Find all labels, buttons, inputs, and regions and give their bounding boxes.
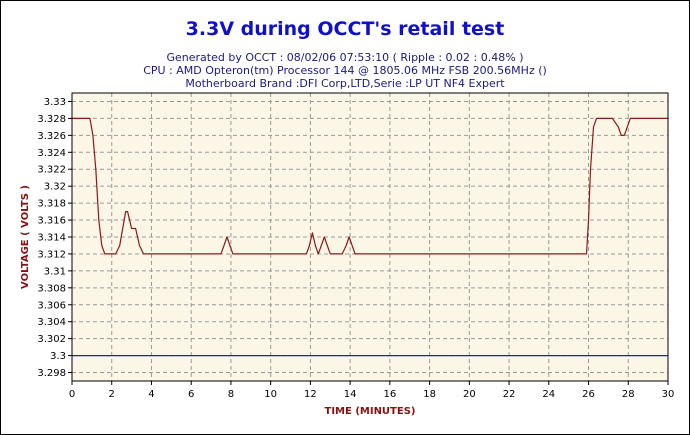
series-group (72, 117, 668, 357)
x-tick-label: 18 (423, 389, 436, 400)
x-tick-label: 6 (188, 389, 194, 400)
subtitle-generated: Generated by OCCT : 08/02/06 07:53:10 ( … (166, 51, 524, 64)
y-tick-label: 3.316 (37, 216, 66, 227)
grid-lines (72, 93, 668, 381)
y-tick-label: 3.308 (37, 283, 66, 294)
y-tick-label: 3.32 (44, 182, 66, 193)
y-tick-label: 3.302 (37, 334, 66, 345)
x-tick-label: 24 (542, 389, 555, 400)
subtitle-motherboard: Motherboard Brand :DFI Corp,LTD,Serie :L… (185, 77, 505, 90)
x-tick-label: 26 (582, 389, 595, 400)
chart-title: 3.3V during OCCT's retail test (185, 18, 505, 40)
x-tick-label: 8 (228, 389, 234, 400)
x-tick-label: 10 (264, 389, 277, 400)
y-tick-label: 3.31 (44, 266, 66, 277)
y-tick-label: 3.314 (37, 233, 66, 244)
y-axis-label: VOLTAGE ( VOLTS ) (20, 185, 31, 289)
x-axis-label: TIME (MINUTES) (325, 406, 416, 417)
y-tick-label: 3.328 (37, 114, 66, 125)
x-tick-label: 16 (383, 389, 396, 400)
y-tick-label: 3.33 (44, 97, 66, 108)
series-line-voltage (72, 117, 668, 255)
y-tick-label: 3.304 (37, 317, 66, 328)
x-tick-label: 12 (304, 389, 317, 400)
x-tick-label: 22 (503, 389, 516, 400)
x-tick-label: 0 (69, 389, 75, 400)
y-tick-label: 3.324 (37, 148, 66, 159)
x-tick-label: 30 (662, 389, 675, 400)
y-tick-label: 3.318 (37, 199, 66, 210)
x-tick-label: 28 (622, 389, 635, 400)
x-tick-label: 20 (463, 389, 476, 400)
x-tick-label: 4 (148, 389, 154, 400)
subtitle-cpu: CPU : AMD Opteron(tm) Processor 144 @ 18… (143, 64, 547, 77)
x-tick-label: 2 (109, 389, 115, 400)
plot-border (71, 92, 669, 382)
y-tick-label: 3.306 (37, 300, 66, 311)
y-tick-label: 3.326 (37, 131, 66, 142)
y-tick-label: 3.298 (37, 368, 66, 379)
y-tick-label: 3.312 (37, 249, 66, 260)
x-axis-ticks: 0 2 4 6 8 10 12 14 16 18 20 22 24 26 28 30 (69, 381, 675, 400)
y-tick-label: 3.322 (37, 165, 66, 176)
y-axis-ticks: 3.298 3.3 3.302 3.304 3.306 3.308 3.31 3.312 3.3… (37, 97, 72, 379)
y-tick-label: 3.3 (50, 351, 66, 362)
x-tick-label: 14 (344, 389, 357, 400)
